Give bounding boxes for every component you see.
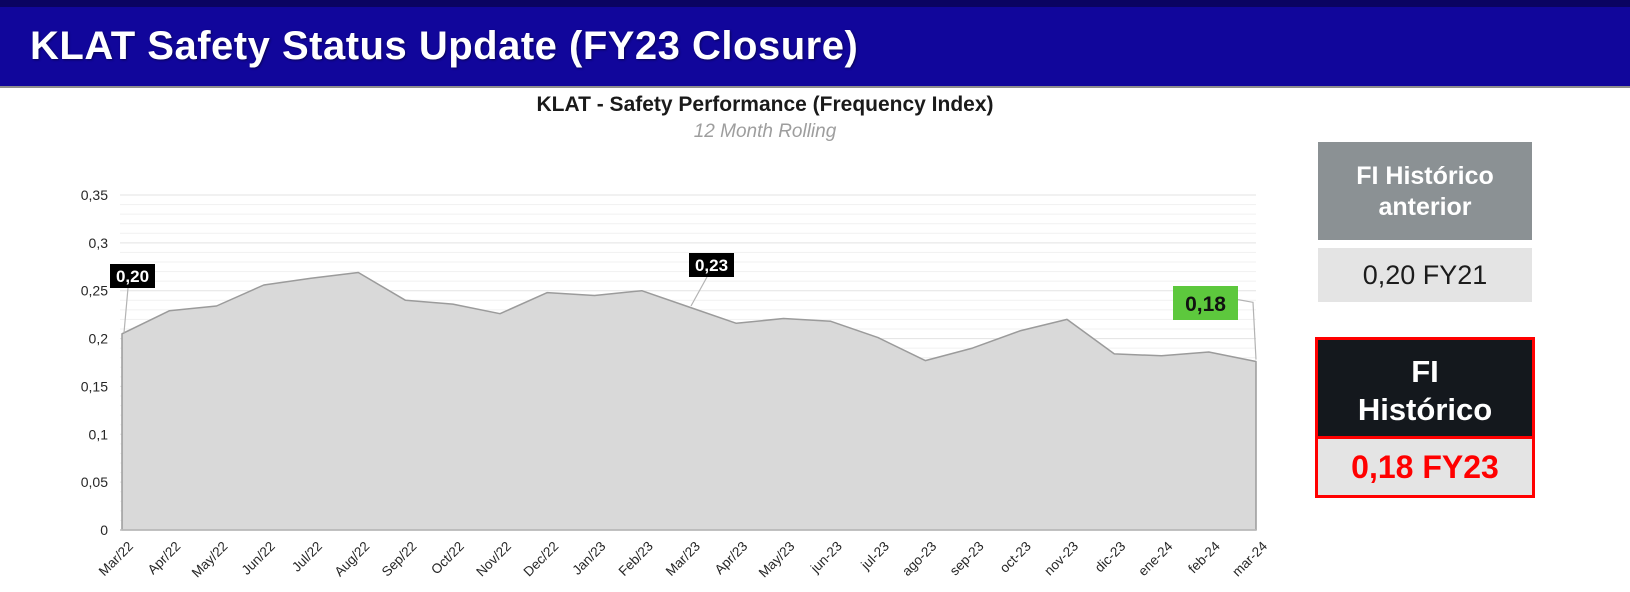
svg-text:dic-23: dic-23	[1092, 539, 1129, 576]
svg-text:feb-24: feb-24	[1185, 538, 1223, 576]
fi-historico-line1: FI	[1411, 354, 1439, 389]
fi-historico-line2: Histórico	[1357, 392, 1493, 427]
fi-historico-value: 0,18 FY23	[1351, 449, 1499, 485]
svg-text:0,1: 0,1	[89, 426, 109, 442]
data-label-0_18: 0,18	[1173, 286, 1257, 360]
y-axis-labels: 0 0,05 0,1 0,15 0,2 0,25 0,3 0,35	[81, 187, 108, 538]
area-series	[121, 271, 1257, 531]
svg-text:jul-23: jul-23	[857, 539, 892, 574]
fi-historico-card: FI Histórico 0,18 FY23	[1315, 337, 1535, 498]
svg-text:mar-24: mar-24	[1229, 538, 1270, 579]
svg-text:jun-23: jun-23	[807, 539, 845, 577]
svg-text:0,23: 0,23	[695, 256, 728, 275]
svg-text:Sep/22: Sep/22	[379, 539, 420, 580]
svg-text:Feb/23: Feb/23	[616, 539, 656, 579]
chart-heading: KLAT - Safety Performance (Frequency Ind…	[130, 93, 1400, 143]
svg-text:Dec/22: Dec/22	[521, 539, 562, 580]
svg-text:Nov/22: Nov/22	[473, 539, 514, 580]
svg-text:nov-23: nov-23	[1041, 539, 1081, 579]
page-title: KLAT Safety Status Update (FY23 Closure)	[30, 24, 859, 68]
svg-text:0,18: 0,18	[1185, 293, 1226, 316]
fi-historico-anterior-value: 0,20 FY21	[1318, 248, 1532, 302]
svg-text:ago-23: ago-23	[899, 539, 939, 579]
svg-text:0,25: 0,25	[81, 283, 108, 299]
svg-text:0,20: 0,20	[116, 267, 149, 286]
fi-historico-anterior-line1: FI Histórico	[1356, 162, 1494, 190]
svg-text:Mar/22: Mar/22	[96, 539, 136, 579]
x-axis-labels: Mar/22 Apr/22 May/22 Jun/22 Jul/22 Aug/22 Sep/…	[96, 538, 1271, 580]
svg-text:0,3: 0,3	[89, 235, 109, 251]
svg-text:Jan/23: Jan/23	[569, 539, 608, 578]
svg-text:sep-23: sep-23	[947, 539, 987, 579]
svg-text:Apr/23: Apr/23	[712, 539, 751, 578]
svg-text:Oct/22: Oct/22	[428, 539, 467, 578]
svg-text:Jul/22: Jul/22	[289, 539, 325, 575]
svg-text:Mar/23: Mar/23	[663, 539, 703, 579]
svg-text:0,35: 0,35	[81, 187, 108, 203]
fi-historico-anterior-line2: anterior	[1378, 193, 1472, 221]
data-label-0_23: 0,23	[689, 253, 734, 307]
svg-text:oct-23: oct-23	[997, 539, 1034, 576]
svg-text:0: 0	[100, 522, 108, 538]
chart-title: KLAT - Safety Performance (Frequency Ind…	[536, 93, 994, 116]
svg-text:Apr/22: Apr/22	[145, 539, 184, 578]
svg-text:ene-24: ene-24	[1135, 538, 1176, 579]
svg-text:May/22: May/22	[189, 539, 231, 581]
data-label-0_20: 0,20	[110, 264, 155, 333]
svg-text:Aug/22: Aug/22	[332, 539, 373, 580]
fi-historico-anterior-header: FI Histórico anterior	[1318, 142, 1532, 240]
svg-text:0,05: 0,05	[81, 474, 108, 490]
svg-text:Jun/22: Jun/22	[239, 539, 278, 578]
fi-historico-header: FI Histórico	[1318, 340, 1532, 439]
header-bar: KLAT Safety Status Update (FY23 Closure)	[0, 0, 1630, 88]
svg-text:0,15: 0,15	[81, 378, 108, 394]
chart-subtitle: 12 Month Rolling	[693, 121, 837, 142]
svg-text:May/23: May/23	[756, 539, 798, 581]
svg-text:0,2: 0,2	[89, 331, 109, 347]
